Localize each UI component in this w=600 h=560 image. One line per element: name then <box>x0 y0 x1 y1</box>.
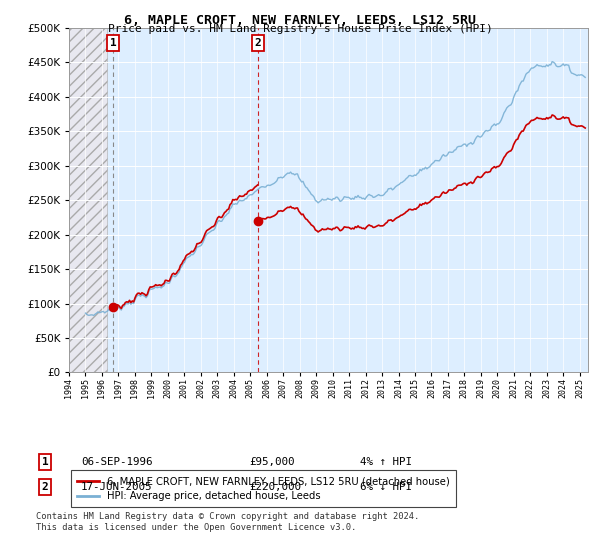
Text: £220,000: £220,000 <box>249 482 301 492</box>
Text: Price paid vs. HM Land Registry's House Price Index (HPI): Price paid vs. HM Land Registry's House … <box>107 24 493 34</box>
Text: 2: 2 <box>254 38 261 48</box>
Text: 1: 1 <box>41 457 49 467</box>
Text: 06-SEP-1996: 06-SEP-1996 <box>81 457 152 467</box>
Text: 2: 2 <box>41 482 49 492</box>
Legend: 6, MAPLE CROFT, NEW FARNLEY, LEEDS, LS12 5RU (detached house), HPI: Average pric: 6, MAPLE CROFT, NEW FARNLEY, LEEDS, LS12… <box>71 470 456 507</box>
Text: 6% ↓ HPI: 6% ↓ HPI <box>360 482 412 492</box>
Text: £95,000: £95,000 <box>249 457 295 467</box>
Text: 1: 1 <box>110 38 116 48</box>
Text: 4% ↑ HPI: 4% ↑ HPI <box>360 457 412 467</box>
Text: 17-JUN-2005: 17-JUN-2005 <box>81 482 152 492</box>
Text: Contains HM Land Registry data © Crown copyright and database right 2024.
This d: Contains HM Land Registry data © Crown c… <box>36 512 419 532</box>
Text: 6, MAPLE CROFT, NEW FARNLEY, LEEDS, LS12 5RU: 6, MAPLE CROFT, NEW FARNLEY, LEEDS, LS12… <box>124 14 476 27</box>
